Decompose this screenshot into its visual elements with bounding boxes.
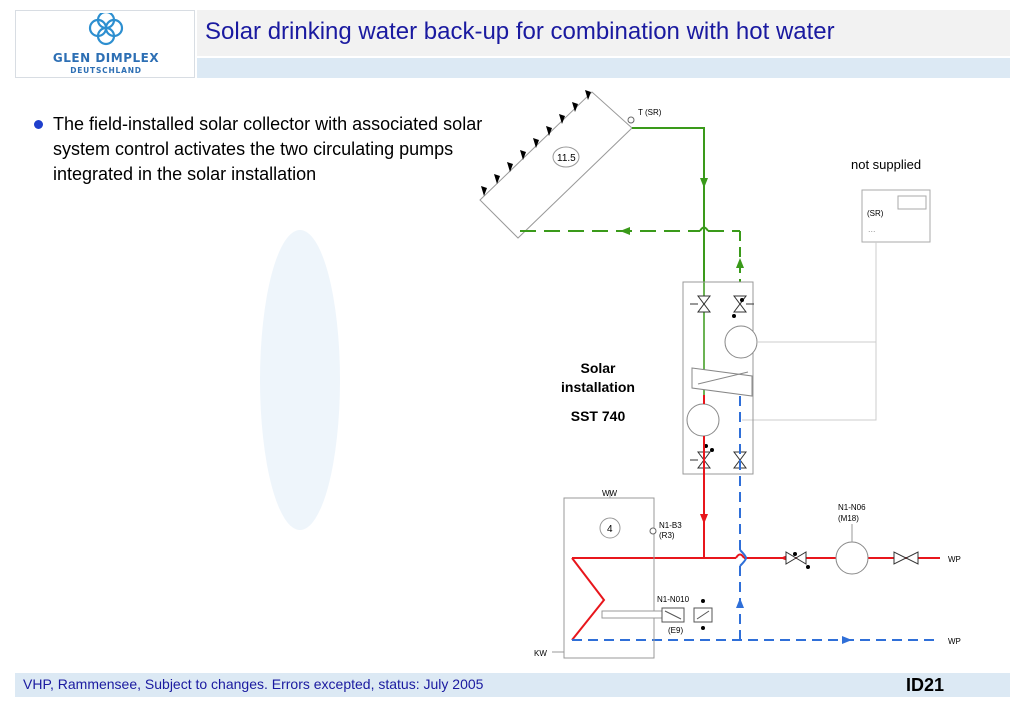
pump-n06-label: N1-N06 <box>838 503 866 512</box>
footer-bar: VHP, Rammensee, Subject to changes. Erro… <box>15 673 1010 697</box>
solar-station-frame <box>682 281 754 475</box>
company-logo: GLEN DIMPLEX DEUTSCHLAND <box>15 10 195 78</box>
heater-sub: (E9) <box>668 626 683 635</box>
temperature-sensor-icon <box>649 527 657 535</box>
pump-icon <box>724 325 758 359</box>
tank-id: 4 <box>607 524 613 535</box>
pump-n06-sub: (M18) <box>838 514 859 523</box>
hot-water-tank <box>563 497 655 659</box>
flow-arrow-icon <box>842 636 852 644</box>
footer-text: VHP, Rammensee, Subject to changes. Erro… <box>23 676 484 692</box>
title-underline-band <box>197 58 1010 78</box>
sensor-b3-label: N1-B3 <box>659 521 682 530</box>
solar-installation-title: Solar <box>580 360 616 376</box>
bullet-icon <box>34 120 43 129</box>
electric-heater <box>601 599 713 630</box>
glen-dimplex-logo-icon <box>88 13 124 46</box>
not-supplied-label: not supplied <box>851 157 921 172</box>
watermark-shape <box>260 230 340 530</box>
station-internals <box>686 295 758 469</box>
sensor-t-label: T (SR) <box>638 108 662 117</box>
solar-installation-model: SST 740 <box>571 408 626 424</box>
flow-arrow-icon <box>700 178 708 188</box>
temperature-sensor-icon <box>627 116 635 124</box>
solar-installation-title-2: installation <box>561 379 635 395</box>
flow-arrow-icon <box>736 258 744 268</box>
logo-name: GLEN DIMPLEX <box>52 51 160 65</box>
pump-icon <box>835 541 869 575</box>
collector-id: 11.5 <box>557 153 576 164</box>
heater-label: N1-N010 <box>657 595 690 604</box>
flow-pipes <box>571 395 940 641</box>
wp-return-label: WP <box>948 637 961 646</box>
logo-subname: DEUTSCHLAND <box>70 66 142 75</box>
bullet-text: The field-installed solar collector with… <box>53 114 483 184</box>
solar-controller <box>861 189 931 243</box>
collector-fins <box>481 90 591 196</box>
heat-pump-circuit <box>785 524 919 575</box>
flow-arrow-icon <box>700 514 708 524</box>
ww-label: WW <box>602 489 618 498</box>
control-lines <box>742 242 877 421</box>
return-pipes <box>572 396 940 641</box>
slide-id: ID21 <box>905 675 944 695</box>
page-title: Solar drinking water back-up for combina… <box>205 18 835 45</box>
controller-dots: ... <box>868 224 876 234</box>
sensor-b3-sub: (R3) <box>659 531 675 540</box>
kw-label: KW <box>534 649 547 658</box>
pump-icon <box>686 403 720 437</box>
title-bar: Solar drinking water back-up for combina… <box>197 10 1010 56</box>
flow-arrow-icon <box>620 227 630 235</box>
flow-arrow-icon <box>736 598 744 608</box>
wp-flow-label: WP <box>948 555 961 564</box>
controller-label: (SR) <box>867 209 884 218</box>
solar-collector <box>479 90 635 239</box>
